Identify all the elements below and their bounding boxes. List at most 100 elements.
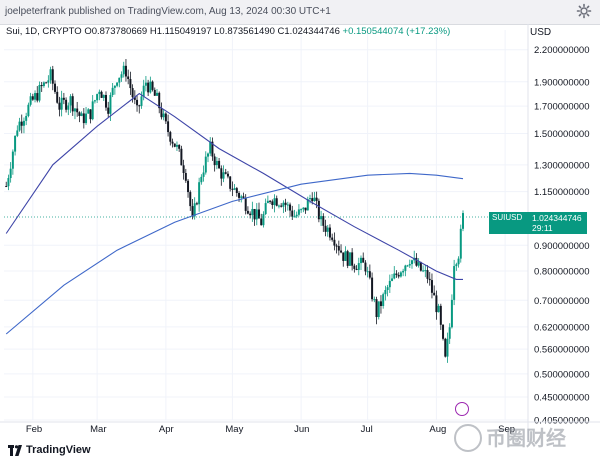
- candle-body: [127, 76, 130, 80]
- price-tick-label: 0.405000000: [534, 416, 589, 427]
- price-tick-label: 0.560000000: [534, 345, 589, 356]
- candle-body: [62, 97, 65, 100]
- candle-body: [229, 176, 232, 189]
- candle-body: [56, 91, 59, 103]
- candle-body: [328, 227, 331, 238]
- candle-body: [218, 160, 221, 169]
- candle-body: [242, 196, 245, 198]
- candle-body: [375, 299, 378, 318]
- candle-body: [87, 109, 90, 114]
- month-tick-label: Mar: [90, 424, 106, 435]
- candle-body: [277, 205, 280, 207]
- candle-body: [31, 96, 34, 100]
- candle-body: [446, 338, 449, 357]
- candle-body: [275, 198, 278, 206]
- candle-body: [129, 79, 132, 89]
- price-tag-symbol: SUIUSD: [492, 213, 523, 222]
- candle-body: [131, 88, 134, 98]
- candle-body: [16, 130, 19, 136]
- candle-body: [326, 227, 329, 232]
- change-value: +0.150544074 (+17.23%): [342, 26, 451, 37]
- candle-body: [7, 178, 10, 187]
- candle-body: [96, 94, 99, 101]
- candle-body: [138, 105, 141, 107]
- candle-body: [255, 209, 258, 220]
- candle-body: [415, 257, 418, 266]
- candle-body: [353, 265, 356, 269]
- candle-body: [25, 115, 28, 121]
- candle-body: [180, 148, 183, 166]
- candle-body: [453, 266, 456, 300]
- month-tick-label: May: [225, 424, 243, 435]
- candle-body: [313, 197, 316, 202]
- price-tick-label: 0.900000000: [534, 241, 589, 252]
- candle-body: [404, 265, 407, 271]
- candle-body: [65, 99, 68, 110]
- open-value: O0.873780669: [84, 26, 148, 37]
- candle-body: [231, 188, 234, 190]
- candle-body: [136, 99, 139, 106]
- candle-body: [433, 292, 436, 296]
- last-price-tag: 1.024344746 29:11: [529, 212, 587, 234]
- last-price-value: 1.024344746: [532, 213, 582, 223]
- candle-body: [120, 74, 123, 78]
- tradingview-logo-icon[interactable]: [8, 445, 22, 456]
- candle-body: [38, 85, 41, 101]
- candle-body: [439, 305, 442, 325]
- symbol-name[interactable]: Sui, 1D, CRYPTO: [6, 26, 82, 37]
- svg-text:币圈财经: 币圈财经: [486, 426, 566, 450]
- candle-body: [371, 277, 374, 300]
- candle-body: [153, 89, 156, 96]
- candle-body: [280, 205, 283, 207]
- candle-body: [437, 305, 440, 313]
- candle-body: [211, 141, 214, 157]
- event-marker-icon[interactable]: [455, 402, 469, 416]
- candle-body: [419, 262, 422, 271]
- candle-body: [124, 65, 127, 77]
- month-tick-label: Jun: [294, 424, 309, 435]
- candle-body: [111, 87, 114, 96]
- candle-body: [20, 121, 23, 126]
- candle-body: [187, 180, 190, 193]
- candle-body: [340, 250, 343, 253]
- candle-body: [337, 246, 340, 251]
- candle-body: [235, 188, 238, 193]
- candle-body: [222, 172, 225, 179]
- currency-label[interactable]: USD: [530, 27, 552, 38]
- candle-body: [291, 210, 294, 217]
- candle-body: [107, 107, 110, 114]
- candle-body: [191, 206, 194, 217]
- candle-body: [355, 268, 358, 270]
- candle-body: [266, 200, 269, 204]
- price-tick-label: 1.150000000: [534, 187, 589, 198]
- gear-icon[interactable]: [576, 3, 592, 19]
- candle-body: [244, 197, 247, 211]
- candle-body: [373, 299, 376, 301]
- candle-body: [455, 264, 458, 267]
- candle-body: [306, 199, 309, 211]
- candle-body: [411, 260, 413, 265]
- candle-body: [442, 324, 445, 339]
- candle-body: [289, 204, 292, 211]
- price-tick-label: 1.500000000: [534, 129, 589, 140]
- candle-body: [118, 77, 121, 83]
- ohlc-legend: Sui, 1D, CRYPTO O0.873780669 H1.11504919…: [6, 26, 450, 37]
- candle-body: [142, 85, 145, 97]
- bar-countdown: 29:11: [532, 223, 553, 233]
- price-tick-label: 0.620000000: [534, 322, 589, 333]
- tradingview-brand[interactable]: TradingView: [26, 444, 91, 456]
- ma-short-line: [5, 92, 463, 280]
- candle-body: [395, 273, 398, 275]
- candle-body: [184, 173, 187, 181]
- candle-body: [422, 270, 425, 272]
- price-tick-label: 0.450000000: [534, 392, 589, 403]
- candle-body: [67, 105, 70, 110]
- close-value: C1.024344746: [277, 26, 340, 37]
- candle-body: [49, 69, 52, 81]
- candle-body: [78, 112, 81, 116]
- candle-body: [60, 97, 63, 110]
- candle-body: [34, 93, 37, 100]
- candle-body: [430, 280, 433, 293]
